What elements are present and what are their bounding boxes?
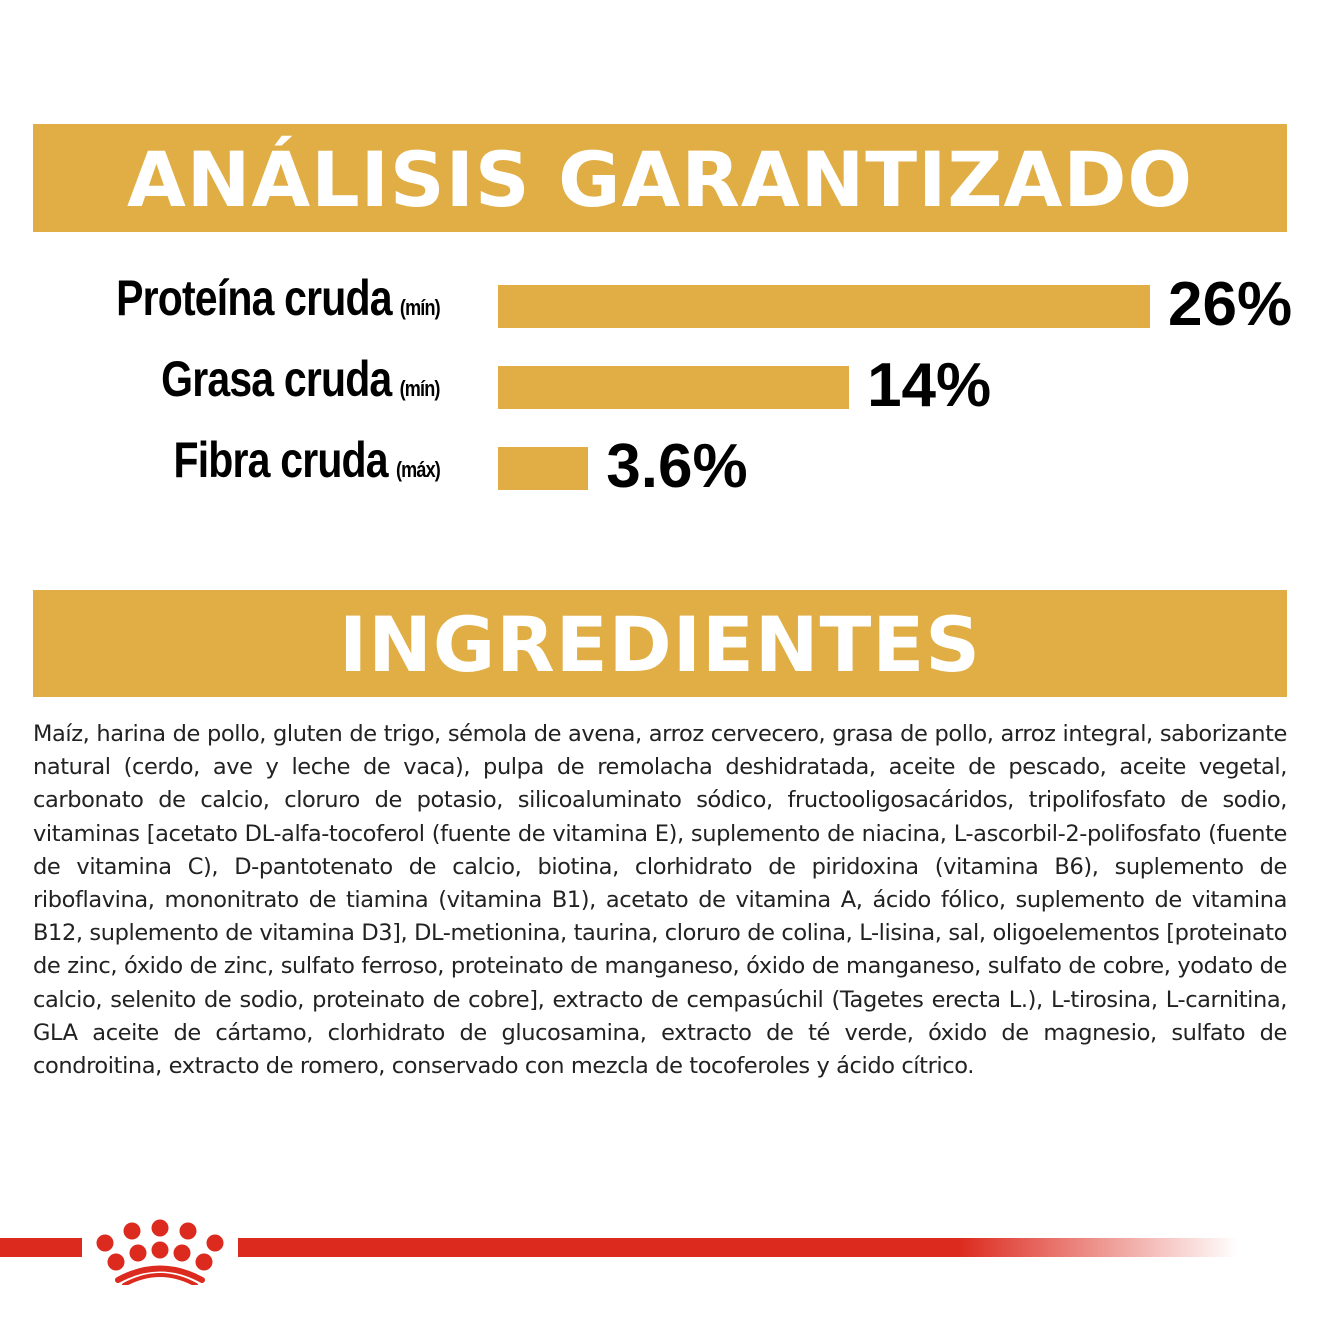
analysis-header: ANÁLISIS GARANTIZADO xyxy=(33,124,1287,232)
brand-line-right xyxy=(238,1238,1238,1257)
value-label-fat: 14% xyxy=(867,351,992,420)
bar-label: Proteína cruda (mín) xyxy=(116,270,441,326)
bar-row-protein: Proteína cruda (mín) 26% xyxy=(0,270,1320,339)
bar-label: Grasa cruda (mín) xyxy=(161,351,441,407)
ingredients-header: INGREDIENTES xyxy=(33,590,1287,697)
bar-fat xyxy=(498,366,850,409)
value-label-fiber: 3.6% xyxy=(606,432,748,501)
bar-row-fat: Grasa cruda (mín) 14% xyxy=(0,351,1320,420)
bar-label: Fibra cruda (máx) xyxy=(173,432,441,488)
ingredients-text: Maíz, harina de pollo, gluten de trigo, … xyxy=(33,721,1287,1080)
crown-icon xyxy=(96,1219,224,1285)
bar-fiber xyxy=(498,447,589,490)
value-label-protein: 26% xyxy=(1168,270,1293,339)
bar-protein xyxy=(498,285,1150,328)
bar-row-fiber: Fibra cruda (máx) 3.6% xyxy=(0,432,1320,501)
brand-line-left xyxy=(0,1238,82,1257)
